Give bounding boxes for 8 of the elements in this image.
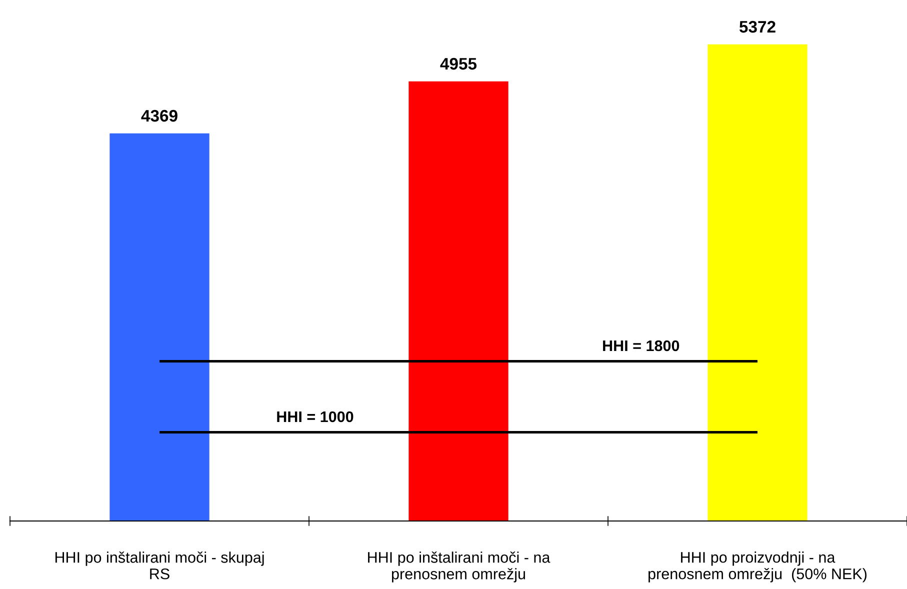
x-tick-label: HHI po proizvodnji - na prenosnem omrežju (50% NEK)	[648, 552, 867, 582]
x-tick-label: HHI po inštalirani moči - na prenosnem omrežju	[368, 552, 550, 582]
data-label: 4955	[440, 58, 477, 70]
ref-line-label: HHI = 1800	[603, 340, 680, 352]
ref-line-label: HHI = 1000	[277, 411, 354, 422]
x-tick-label: HHI po inštalirani moči - skupaj RS	[55, 552, 264, 580]
data-label: 5372	[739, 20, 776, 33]
data-label: 4369	[141, 110, 178, 122]
